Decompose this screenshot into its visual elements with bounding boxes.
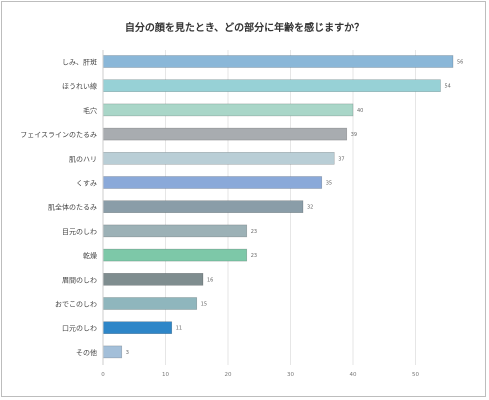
x-tick-label: 0: [101, 372, 105, 378]
bar: [102, 345, 123, 359]
data-label: 15: [201, 302, 207, 308]
category-label: 乾燥: [83, 251, 97, 260]
category-label: 目元のしわ: [62, 228, 97, 236]
bar: [102, 321, 173, 335]
bar: [102, 200, 304, 213]
bar: [102, 79, 441, 92]
bar: [102, 248, 248, 262]
category-label: くすみ: [76, 180, 97, 188]
data-label: 54: [445, 84, 451, 90]
bar: [102, 127, 348, 141]
category-label: 毛穴: [83, 106, 97, 115]
bar: [102, 224, 248, 238]
category-label: 口元のしわ: [62, 325, 97, 333]
data-label: 39: [351, 132, 357, 138]
category-label: 肌のハリ: [69, 155, 97, 163]
category-label: しみ、肝斑: [62, 58, 97, 67]
data-label: 56: [457, 60, 463, 66]
data-label: 16: [207, 277, 213, 283]
x-tick-label: 20: [225, 372, 232, 378]
category-label: フェイスラインのたるみ: [20, 131, 97, 139]
x-tick-label: 40: [350, 372, 357, 378]
x-tick-label: 50: [412, 372, 419, 378]
bar: [102, 297, 198, 310]
bar: [102, 152, 335, 165]
data-label: 35: [326, 181, 332, 187]
data-label: 23: [251, 253, 257, 259]
category-label: おでこのしわ: [55, 301, 97, 309]
category-label: その他: [76, 348, 97, 357]
data-label: 32: [307, 205, 313, 211]
data-label: 23: [251, 229, 257, 235]
category-label: 肌全体のたるみ: [48, 203, 97, 212]
chart-title: 自分の顔を見たとき、どの部分に年齢を感じますか？: [124, 23, 365, 34]
bar: [102, 272, 204, 286]
category-label: 眉間のしわ: [62, 276, 97, 284]
data-label: 11: [176, 326, 182, 332]
bar: [102, 55, 454, 68]
data-label: 3: [126, 350, 129, 356]
bar: [102, 103, 354, 117]
bar: [102, 176, 323, 189]
x-tick-label: 10: [162, 372, 169, 378]
x-tick-label: 30: [287, 372, 294, 378]
data-label: 40: [357, 108, 363, 114]
category-label: ほうれい線: [62, 82, 97, 91]
data-label: 37: [338, 156, 344, 162]
